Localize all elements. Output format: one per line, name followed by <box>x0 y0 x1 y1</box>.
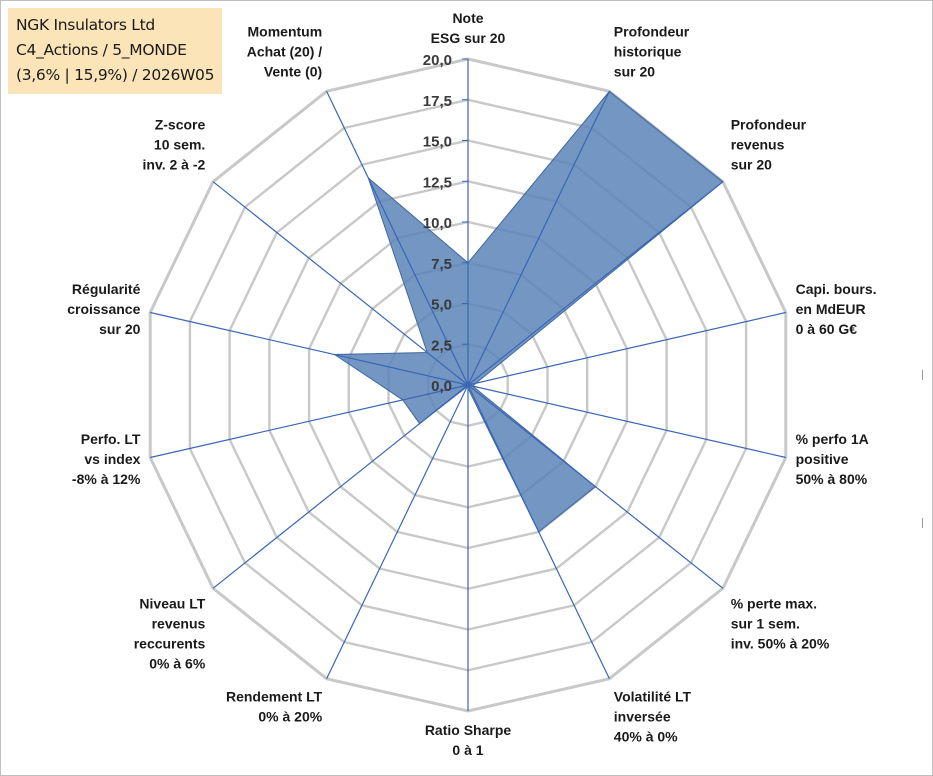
category-label: Profondeur revenus sur 20 <box>731 117 807 173</box>
category-label-line: croissance <box>67 301 140 317</box>
spoke <box>467 311 786 386</box>
category-label: % perte max. sur 1 sem. inv. 50% à 20% <box>731 596 830 652</box>
category-label-line: inv. 50% à 20% <box>731 636 830 652</box>
spokes <box>150 59 786 711</box>
category-label-line: Ratio Sharpe <box>425 722 512 738</box>
spoke <box>326 91 469 386</box>
category-label-line: Z-score <box>155 117 206 133</box>
category-label-line: Achat (20) / <box>247 43 323 59</box>
tick-label: 15,0 <box>423 134 452 151</box>
spoke <box>467 181 724 386</box>
info-category: C4_Actions / 5_MONDE <box>16 41 187 59</box>
info-box: NGK Insulators Ltd C4_Actions / 5_MONDE … <box>8 8 222 94</box>
tick-label: 20,0 <box>423 52 452 69</box>
category-label-line: % perte max. <box>731 596 817 612</box>
spoke <box>212 384 469 589</box>
category-label-line: 50% à 80% <box>796 471 868 487</box>
category-label: % perfo 1A positive 50% à 80% <box>796 431 869 487</box>
category-label-line: Perfo. LT <box>81 431 141 447</box>
category-label-line: revenus <box>152 616 206 632</box>
category-label-line: 0% à 6% <box>149 656 206 672</box>
info-title: NGK Insulators Ltd <box>16 16 155 34</box>
category-label-line: Profondeur <box>731 117 807 133</box>
scroll-mark <box>919 518 923 528</box>
spoke <box>467 384 786 459</box>
category-label-line: 0 à 1 <box>452 742 483 758</box>
category-label: Profondeur historique sur 20 <box>614 23 690 79</box>
tick-label: 7,5 <box>431 256 452 273</box>
category-labels: Note ESG sur 20 Profondeur historique sur 20… <box>67 10 876 758</box>
info-stats: (3,6% | 15,9%) / 2026W05 <box>16 66 215 84</box>
tick-labels: 0,0 2,5 5,0 7,5 10,0 12,5 15,0 17,5 20,0 <box>423 52 468 395</box>
category-label-line: Rendement LT <box>226 689 323 705</box>
category-label: Note ESG sur 20 <box>431 10 506 46</box>
category-label: Niveau LT revenus reccurents 0% à 6% <box>134 596 206 672</box>
category-label-line: reccurents <box>134 636 206 652</box>
tick-label: 2,5 <box>431 337 452 354</box>
category-label-line: historique <box>614 43 682 59</box>
spoke <box>212 181 469 386</box>
category-label-line: 40% à 0% <box>614 729 678 745</box>
category-label: Perfo. LT vs index -8% à 12% <box>72 431 141 487</box>
category-label: Z-score 10 sem. inv. 2 à -2 <box>143 117 206 173</box>
spoke <box>150 311 469 386</box>
category-label: Régularité croissance sur 20 <box>67 281 140 337</box>
spoke <box>467 384 724 589</box>
category-label-line: 0 à 60 G€ <box>796 321 858 337</box>
category-label-line: Régularité <box>72 281 141 297</box>
category-label-line: sur 20 <box>614 63 655 79</box>
category-label: Ratio Sharpe 0 à 1 <box>425 722 512 758</box>
scroll-mark <box>919 370 923 380</box>
spoke <box>326 384 469 679</box>
tick-label: 10,0 <box>423 215 452 232</box>
category-label-line: Capi. bours. <box>796 281 877 297</box>
category-label-line: 0% à 20% <box>258 709 322 725</box>
tick-label: 17,5 <box>423 93 452 110</box>
category-label-line: Momentum <box>248 23 323 39</box>
category-label-line: Note <box>452 10 483 26</box>
category-label-line: % perfo 1A <box>796 431 869 447</box>
category-label-line: sur 20 <box>731 157 772 173</box>
category-label-line: ESG sur 20 <box>431 30 506 46</box>
category-label: Rendement LT 0% à 20% <box>226 689 323 725</box>
category-label-line: sur 20 <box>99 321 140 337</box>
tick-label: 5,0 <box>431 297 452 314</box>
category-label-line: revenus <box>731 137 785 153</box>
tick-label: 12,5 <box>423 174 452 191</box>
category-label-line: 10 sem. <box>154 137 205 153</box>
category-label: Capi. bours. en MdEUR 0 à 60 G€ <box>796 281 877 337</box>
category-label: Volatilité LT inversée 40% à 0% <box>614 689 692 745</box>
tick-label: 0,0 <box>431 378 452 395</box>
category-label-line: positive <box>796 451 849 467</box>
category-label-line: vs index <box>84 451 140 467</box>
category-label-line: inversée <box>614 709 671 725</box>
category-label-line: sur 1 sem. <box>731 616 800 632</box>
category-label-line: inv. 2 à -2 <box>143 157 206 173</box>
category-label-line: -8% à 12% <box>72 471 141 487</box>
category-label-line: Profondeur <box>614 23 690 39</box>
category-label-line: Niveau LT <box>139 596 205 612</box>
category-label: Momentum Achat (20) / Vente (0) <box>247 23 323 79</box>
category-label-line: Vente (0) <box>264 63 322 79</box>
category-label-line: Volatilité LT <box>614 689 692 705</box>
spoke <box>467 91 610 386</box>
spoke <box>467 384 610 679</box>
category-label-line: en MdEUR <box>796 301 866 317</box>
spoke <box>150 384 469 459</box>
